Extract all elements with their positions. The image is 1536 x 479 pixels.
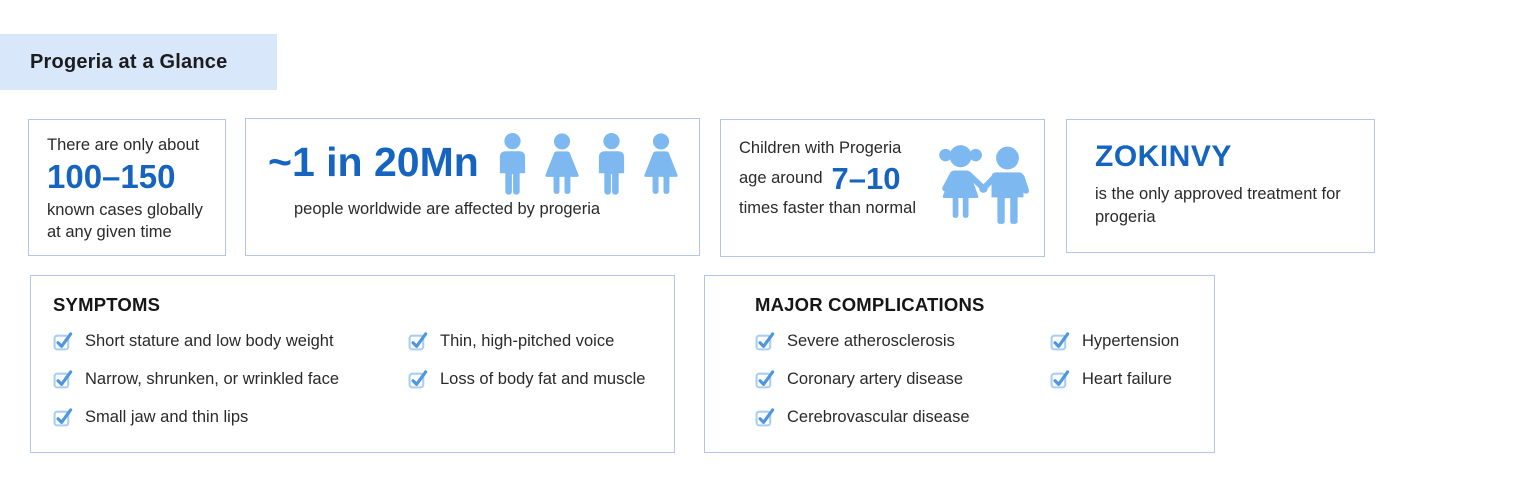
complications-card: MAJOR COMPLICATIONS Severe atheroscleros… xyxy=(704,275,1215,453)
checkbox-checked-icon xyxy=(755,332,775,351)
list-item: Small jaw and thin lips xyxy=(53,407,408,428)
list-item: Severe atherosclerosis xyxy=(755,331,1050,352)
stat-card-known-cases: There are only about 100–150 known cases… xyxy=(28,119,226,256)
cases-detail-text: known cases globally at any given time xyxy=(47,201,203,242)
list-item-label: Coronary artery disease xyxy=(787,370,964,388)
female-person-icon xyxy=(545,133,579,194)
symptoms-title: SYMPTOMS xyxy=(53,294,161,315)
list-item: Thin, high-pitched voice xyxy=(408,331,645,352)
people-figures xyxy=(491,133,684,195)
checkbox-checked-icon xyxy=(755,370,775,389)
page-title: Progeria at a Glance xyxy=(30,50,228,73)
checkbox-checked-icon xyxy=(755,408,775,427)
aging-value: 7–10 xyxy=(831,161,901,197)
list-item: Narrow, shrunken, or wrinkled face xyxy=(53,369,408,390)
list-item: Hypertension xyxy=(1050,331,1179,352)
checkbox-checked-icon xyxy=(408,332,428,351)
list-item-label: Narrow, shrunken, or wrinkled face xyxy=(85,370,340,388)
list-item-label: Hypertension xyxy=(1082,332,1180,350)
aging-line2-lead: age around xyxy=(739,168,823,187)
list-item-label: Thin, high-pitched voice xyxy=(440,332,615,350)
prevalence-caption: people worldwide are affected by progeri… xyxy=(294,200,601,218)
list-item: Cerebrovascular disease xyxy=(755,407,1050,428)
prevalence-value: ~1 in 20Mn xyxy=(268,139,479,185)
list-item: Loss of body fat and muscle xyxy=(408,369,645,390)
symptoms-card: SYMPTOMS Short stature and low body weig… xyxy=(30,275,675,453)
list-item: Heart failure xyxy=(1050,369,1179,390)
children-holding-hands-icon xyxy=(939,145,1030,224)
checkbox-checked-icon xyxy=(53,408,73,427)
list-item-label: Small jaw and thin lips xyxy=(85,408,249,426)
male-person-icon xyxy=(499,133,525,195)
male-person-icon xyxy=(598,133,624,195)
checkbox-checked-icon xyxy=(1050,370,1070,389)
list-item-label: Loss of body fat and muscle xyxy=(440,370,646,388)
checkbox-checked-icon xyxy=(408,370,428,389)
stat-card-treatment: ZOKINVY is the only approved treatment f… xyxy=(1066,119,1375,253)
checkbox-checked-icon xyxy=(53,332,73,351)
treatment-brand-name: ZOKINVY xyxy=(1095,140,1232,173)
title-banner: Progeria at a Glance xyxy=(0,34,277,90)
stat-card-prevalence: ~1 in 20Mn people xyxy=(245,118,700,256)
list-item-label: Short stature and low body weight xyxy=(85,332,334,350)
stat-card-aging: Children with Progeria age around 7–10 t… xyxy=(720,119,1045,257)
aging-line3: times faster than normal xyxy=(739,198,916,217)
list-item-label: Heart failure xyxy=(1082,370,1172,388)
treatment-caption: is the only approved treatment for proge… xyxy=(1095,185,1341,227)
aging-line1: Children with Progeria xyxy=(739,139,902,157)
list-item: Short stature and low body weight xyxy=(53,331,408,352)
cases-value: 100–150 xyxy=(47,158,176,196)
list-item: Coronary artery disease xyxy=(755,369,1050,390)
list-item-label: Cerebrovascular disease xyxy=(787,408,970,426)
cases-lead-text: There are only about xyxy=(47,136,200,154)
complications-title: MAJOR COMPLICATIONS xyxy=(755,294,985,315)
checkbox-checked-icon xyxy=(1050,332,1070,351)
checkbox-checked-icon xyxy=(53,370,73,389)
list-item-label: Severe atherosclerosis xyxy=(787,332,955,350)
female-person-icon xyxy=(644,133,678,194)
